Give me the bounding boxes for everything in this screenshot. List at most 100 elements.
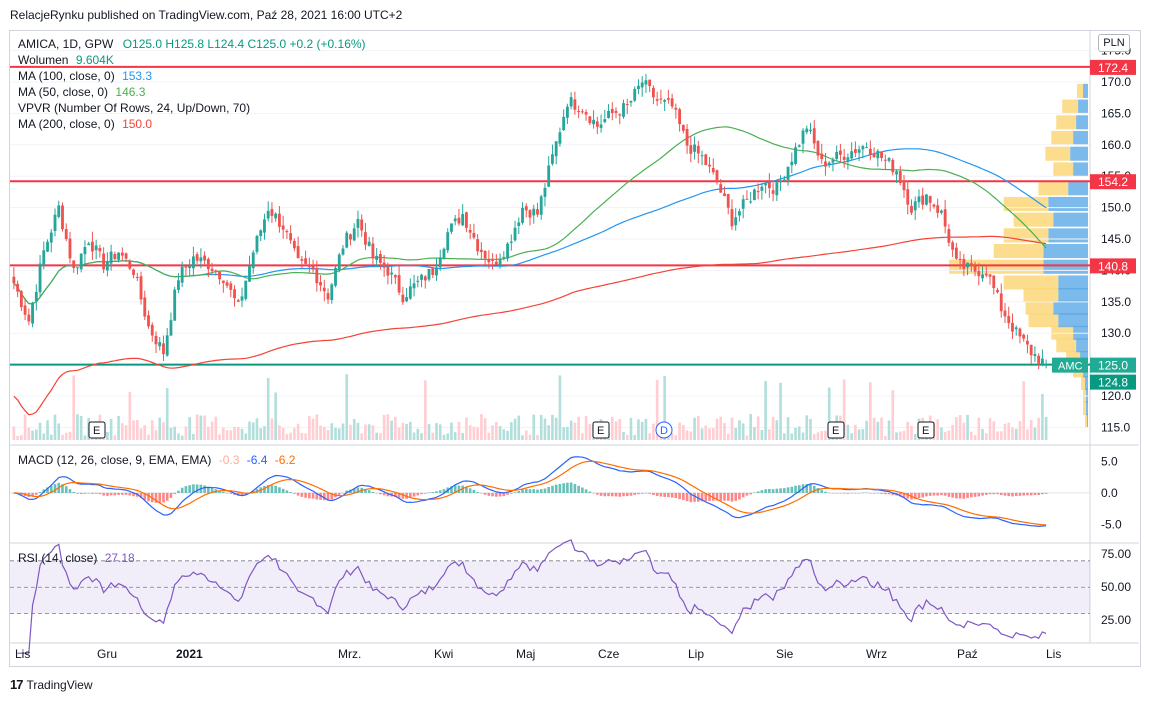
legend-ma50-label: MA (50, close, 0): [18, 85, 109, 99]
macd-histogram-bar: [139, 492, 143, 499]
candle-body: [105, 261, 109, 271]
candle-body: [420, 274, 423, 280]
candle-body: [494, 261, 498, 265]
macd-histogram-bar: [827, 492, 831, 494]
candle-body: [812, 128, 816, 144]
volume-bar: [625, 434, 629, 440]
macd-histogram-bar: [831, 492, 835, 494]
candle-body: [94, 245, 98, 251]
candle-body: [723, 193, 726, 197]
time-tick-label: Mrz.: [338, 647, 361, 661]
candle-body: [711, 168, 715, 173]
vp-up-bar: [1053, 162, 1074, 177]
candle-body: [738, 211, 741, 216]
candle-body: [412, 283, 416, 289]
volume-bar: [405, 423, 408, 440]
volume-bar: [1037, 417, 1040, 440]
legend-symbol[interactable]: AMICA, 1D, GPW: [18, 37, 114, 51]
legend-rsi-row[interactable]: RSI (14, close) 27.18: [18, 550, 135, 566]
volume-bar: [42, 433, 46, 440]
macd-histogram-bar: [569, 482, 573, 493]
volume-bar: [453, 432, 457, 440]
candle-body: [992, 275, 996, 289]
volume-bar: [719, 416, 723, 440]
price-tick-label: 165.0: [1101, 106, 1131, 120]
ma50-line: [13, 126, 1047, 305]
candle-body: [274, 213, 278, 219]
candle-body: [1033, 354, 1037, 357]
legend-ma200-row[interactable]: MA (200, close, 0) 150.0: [18, 116, 152, 132]
candle-body: [435, 267, 438, 276]
volume-bar: [341, 423, 345, 440]
macd-histogram-bar: [846, 492, 850, 494]
macd-histogram-bar: [397, 492, 401, 498]
earnings-marker-label: E: [832, 425, 839, 437]
macd-histogram-bar: [394, 492, 397, 497]
volume-bar: [53, 414, 57, 440]
volume-bar: [124, 425, 128, 440]
macd-histogram-bar: [442, 489, 446, 493]
volume-bar: [1007, 422, 1011, 440]
macd-histogram-bar: [289, 492, 292, 493]
legend-macd-v3: -6.2: [274, 453, 296, 467]
candle-body: [12, 276, 16, 284]
currency-badge[interactable]: PLN: [1098, 34, 1130, 52]
macd-histogram-bar: [472, 489, 476, 493]
macd-histogram-bar: [551, 485, 554, 493]
volume-bar: [375, 432, 378, 440]
macd-histogram-bar: [730, 492, 734, 502]
candle-body: [794, 147, 797, 164]
candle-body: [756, 191, 760, 193]
candle-body: [1037, 355, 1041, 364]
candle-body: [936, 205, 940, 213]
legend-vpvr-row[interactable]: VPVR (Number Of Rows, 24, Up/Down, 70): [18, 100, 250, 116]
candle-body: [453, 218, 457, 222]
vp-up-bar: [1085, 413, 1088, 428]
macd-histogram-bar: [973, 492, 977, 497]
candle-body: [820, 153, 824, 160]
macd-histogram-bar: [820, 489, 824, 493]
macd-histogram-bar: [274, 485, 277, 493]
macd-histogram-bar: [711, 492, 715, 501]
volume-bar: [670, 432, 674, 440]
legend-macd-row[interactable]: MACD (12, 26, close, 9, EMA, EMA) -0.3 -…: [18, 452, 295, 468]
legend-ma100-row[interactable]: MA (100, close, 0) 153.3: [18, 68, 152, 84]
macd-histogram-bar: [674, 492, 678, 499]
volume-bar: [689, 431, 693, 440]
volume-bar: [274, 392, 277, 440]
macd-histogram-bar: [308, 492, 311, 499]
vp-down-bar: [1086, 401, 1088, 416]
macd-histogram-bar: [322, 492, 326, 501]
volume-bar: [711, 428, 715, 440]
volume-bar: [509, 422, 513, 440]
macd-histogram-bar: [607, 492, 610, 497]
macd-histogram-bar: [207, 486, 210, 493]
dividend-marker: [655, 421, 673, 439]
footer-brand[interactable]: 17 TradingView: [10, 677, 93, 692]
legend-volume-row[interactable]: Wolumen 9.604K: [18, 52, 114, 68]
volume-bar: [128, 391, 132, 440]
volume-bar: [352, 419, 356, 440]
candle-body: [517, 222, 521, 226]
candle-body: [319, 282, 322, 286]
vp-up-bar: [1028, 313, 1059, 328]
macd-histogram-bar: [592, 492, 595, 494]
legend-ma50-row[interactable]: MA (50, close, 0) 146.3: [18, 84, 145, 100]
macd-histogram-bar: [532, 489, 536, 493]
candle-body: [752, 189, 756, 201]
vp-up-bar: [1051, 130, 1074, 146]
candle-body: [592, 119, 596, 125]
volume-bar: [775, 420, 779, 440]
macd-histogram-bar: [891, 492, 895, 496]
macd-histogram-bar: [955, 492, 958, 499]
volume-bar: [27, 427, 31, 440]
volume-bar: [322, 426, 326, 440]
macd-histogram-bar: [652, 492, 655, 495]
volume-bar: [547, 425, 551, 440]
candle-body: [996, 289, 999, 293]
volume-bar: [958, 415, 962, 440]
vp-down-bar: [1058, 313, 1088, 328]
tradingview-logo-icon: 17: [10, 677, 24, 692]
candle-body: [68, 238, 72, 259]
